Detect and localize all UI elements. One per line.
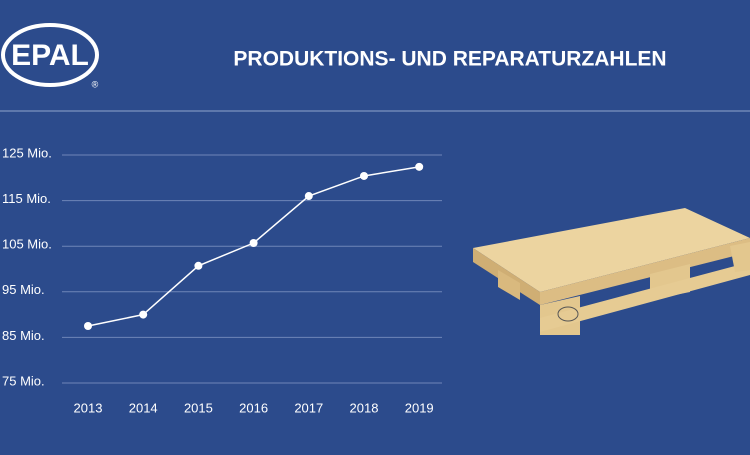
data-point: [360, 171, 368, 180]
x-tick-label: 2014: [129, 400, 158, 415]
data-point: [139, 310, 148, 319]
x-tick-label: 2018: [350, 400, 379, 415]
pallet: [473, 208, 750, 335]
x-tick-label: 2016: [239, 400, 268, 415]
y-tick-label: 85 Mio.: [2, 328, 45, 343]
x-tick-label: 2015: [184, 400, 213, 415]
y-tick-label: 115 Mio.: [2, 191, 51, 206]
logo-oval: [1, 23, 99, 87]
data-point: [249, 239, 258, 248]
x-tick-label: 2013: [74, 400, 103, 415]
data-point: [415, 162, 424, 171]
x-tick-label: 2017: [294, 400, 323, 415]
y-tick-label: 75 Mio.: [2, 373, 45, 388]
x-tick-label: 2019: [405, 400, 434, 415]
logo-mark: ®: [92, 79, 99, 89]
y-tick-label: 125 Mio.: [2, 145, 52, 160]
logo-text: EPAL: [11, 39, 89, 72]
y-tick-label: 105 Mio.: [2, 237, 52, 252]
data-point: [304, 192, 313, 201]
chart-title: PRODUKTIONS- UND REPARATURZAHLEN: [233, 48, 666, 71]
data-point: [194, 261, 203, 270]
data-point: [84, 322, 92, 330]
y-tick-label: 95 Mio.: [2, 282, 45, 297]
